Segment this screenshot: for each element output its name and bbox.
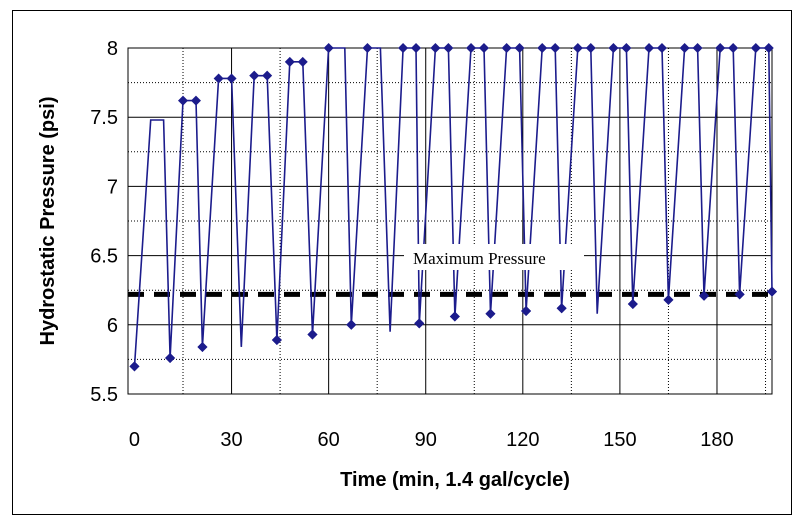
- chart-frame: [12, 10, 792, 515]
- data-point-marker: [644, 43, 655, 53]
- data-point-marker: [262, 70, 273, 81]
- data-point-marker: [550, 43, 561, 53]
- data-point-marker: [271, 335, 282, 346]
- data-point-marker: [692, 43, 703, 53]
- data-point-marker: [763, 43, 774, 53]
- data-point-marker: [430, 43, 441, 53]
- data-point-marker: [398, 43, 409, 53]
- data-point-marker: [663, 294, 674, 305]
- data-point-marker: [501, 43, 512, 53]
- data-point-marker: [362, 43, 373, 53]
- data-point-marker: [226, 73, 237, 84]
- data-point-marker: [767, 286, 777, 297]
- x-axis-title: Time (min, 1.4 gal/cycle): [340, 469, 570, 491]
- data-point-marker: [249, 70, 260, 81]
- data-point-marker: [734, 289, 745, 300]
- series-group: [129, 43, 777, 372]
- data-point-marker: [621, 43, 632, 53]
- data-point-marker: [514, 43, 525, 53]
- data-point-marker: [699, 290, 710, 301]
- data-point-marker: [585, 43, 596, 53]
- x-tick-label: 150: [603, 429, 636, 451]
- data-point-marker: [556, 303, 567, 314]
- data-point-marker: [608, 43, 619, 53]
- data-point-marker: [656, 43, 667, 53]
- x-tick-label: 0: [129, 429, 140, 451]
- y-tick-label: 5.5: [90, 384, 118, 406]
- maximum-pressure-label: Maximum Pressure: [413, 249, 546, 268]
- y-tick-label: 6.5: [90, 246, 118, 268]
- y-tick-label: 8: [107, 38, 118, 60]
- data-point-marker: [129, 361, 140, 372]
- data-point-marker: [478, 43, 489, 53]
- data-point-marker: [572, 43, 583, 53]
- data-point-marker: [449, 311, 460, 322]
- data-point-marker: [485, 308, 496, 319]
- annotation-background: [404, 244, 584, 270]
- x-tick-labels: 0 30 60 90 120 150 180: [129, 429, 734, 451]
- y-tick-label: 7: [107, 176, 118, 198]
- y-tick-labels: 5.5 6 6.5 7 7.5 8: [90, 38, 118, 406]
- data-point-marker: [323, 43, 334, 53]
- data-point-marker: [443, 43, 454, 53]
- data-point-marker: [178, 95, 189, 106]
- data-point-marker: [414, 318, 425, 329]
- data-point-marker: [728, 43, 739, 53]
- x-tick-label: 120: [506, 429, 539, 451]
- data-point-marker: [307, 329, 318, 340]
- y-tick-label: 7.5: [90, 107, 118, 129]
- data-point-marker: [284, 56, 295, 67]
- data-point-marker: [679, 43, 690, 53]
- data-point-marker: [411, 43, 422, 53]
- data-point-marker: [190, 95, 201, 106]
- y-axis-title: Hydrostatic Pressure (psi): [37, 97, 59, 346]
- data-point-marker: [537, 43, 548, 53]
- data-point-marker: [627, 299, 638, 310]
- x-tick-label: 30: [220, 429, 242, 451]
- data-point-marker: [213, 73, 224, 84]
- data-point-marker: [521, 305, 532, 316]
- data-point-marker: [297, 56, 308, 67]
- data-point-marker: [197, 341, 208, 352]
- data-point-marker: [750, 43, 761, 53]
- y-tick-label: 6: [107, 315, 118, 337]
- data-point-marker: [346, 319, 357, 330]
- data-point-marker: [165, 353, 176, 364]
- x-tick-label: 90: [415, 429, 437, 451]
- data-point-marker: [466, 43, 477, 53]
- x-tick-label: 60: [318, 429, 340, 451]
- series-line: [133, 47, 773, 367]
- x-tick-label: 180: [700, 429, 733, 451]
- minor-grid: [128, 48, 772, 394]
- data-point-marker: [715, 43, 726, 53]
